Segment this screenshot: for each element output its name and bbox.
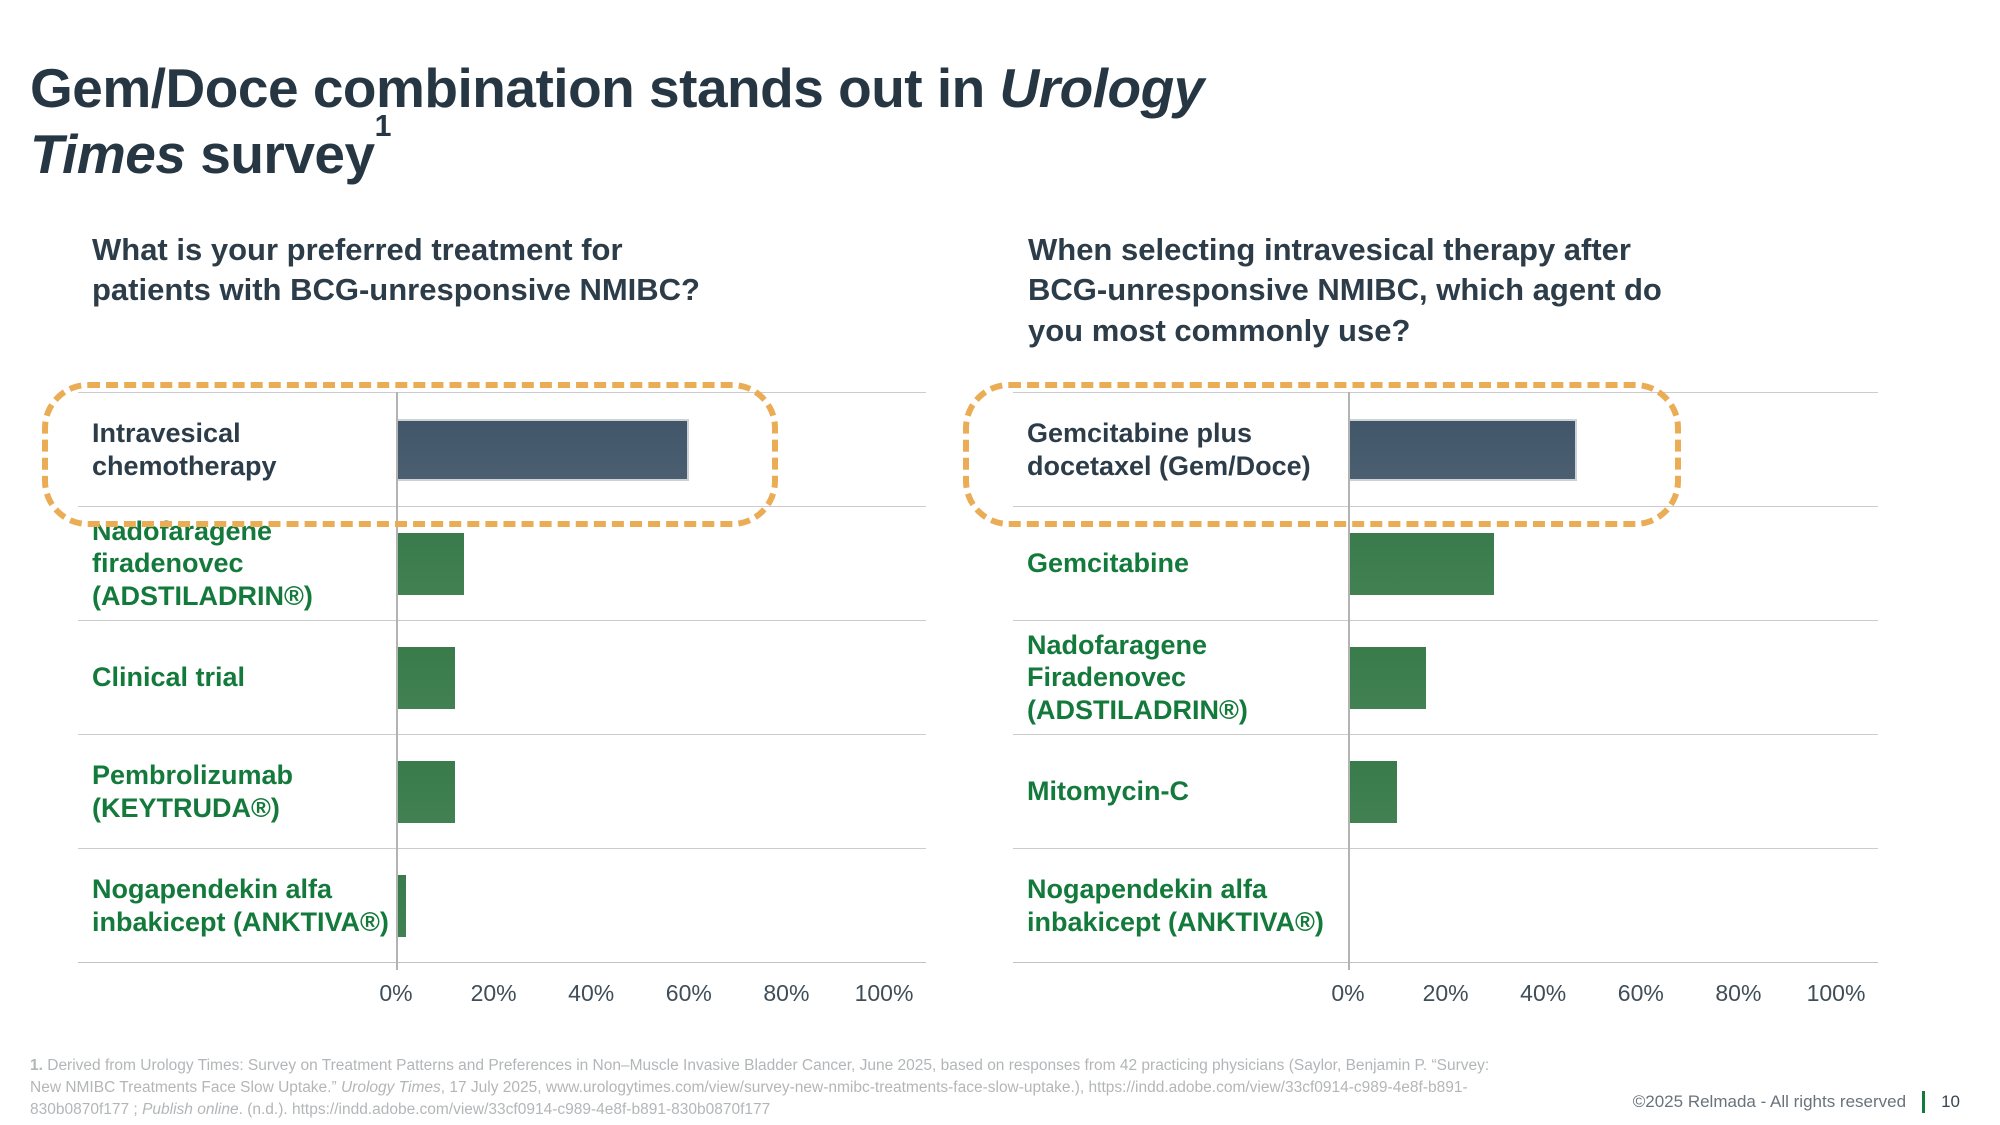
bar-track	[1348, 849, 1878, 962]
bar	[1348, 760, 1397, 823]
bar	[396, 646, 455, 709]
bar	[1348, 646, 1427, 709]
bar-track	[396, 507, 926, 620]
category-label: Gemcitabine plus docetaxel (Gem/Doce)	[1027, 418, 1311, 481]
category-label: Mitomycin-C	[1027, 776, 1189, 807]
page-number: 10	[1941, 1092, 1960, 1111]
bar-track	[396, 393, 926, 506]
x-axis-ticks: 0% 20% 40% 60% 80% 100%	[379, 980, 1244, 1010]
axis-tick-label: 80%	[763, 980, 810, 1006]
axis-tick-label: 60%	[665, 980, 712, 1006]
category-label: Gemcitabine	[1027, 548, 1190, 579]
footnote-line3-pre: 830b0870f177 ;	[30, 1100, 143, 1118]
chart-row: Pembrolizumab (KEYTRUDA®)	[78, 734, 926, 848]
axis-tick-label: 60%	[1617, 980, 1664, 1006]
bar-track	[1348, 735, 1878, 848]
footer-divider	[1922, 1091, 1926, 1113]
left-chart-question: What is your preferred treatment for pat…	[92, 232, 700, 308]
chart-row: Gemcitabine	[1013, 506, 1878, 620]
axis-tick-label: 40%	[568, 980, 615, 1006]
slide-footer: ©2025 Relmada - All rights reserved 10	[1633, 1091, 1960, 1113]
bar-track	[1348, 507, 1878, 620]
left-chart-rows: Intravesical chemotherapy Nadofaragene f…	[78, 392, 926, 963]
axis-tick-label: 0%	[379, 980, 413, 1006]
bar	[1348, 418, 1578, 481]
x-axis-ticks: 0% 20% 40% 60% 80% 100%	[1331, 980, 2000, 1010]
left-chart: Intravesical chemotherapy Nadofaragene f…	[42, 382, 926, 1052]
footnote-line1: Derived from Urology Times: Survey on Tr…	[42, 1056, 1490, 1074]
chart-row: Nogapendekin alfa inbakicept (ANKTIVA®)	[1013, 848, 1878, 962]
title-italic-line1: Urology	[999, 56, 1205, 119]
axis-tick-label: 20%	[1422, 980, 1469, 1006]
footnote-line2-italic: Urology Times	[340, 1078, 441, 1096]
axis-tick-label: 40%	[1520, 980, 1567, 1006]
bar	[396, 418, 689, 481]
title-part1: Gem/Doce combination stands out in	[30, 56, 1000, 119]
chart-row: Nadofaragene Firadenovec (ADSTILADRIN®)	[1013, 620, 1878, 734]
right-chart-rows: Gemcitabine plus docetaxel (Gem/Doce) Ge…	[1013, 392, 1878, 963]
axis-tick-label: 20%	[470, 980, 517, 1006]
slide-title: Gem/Doce combination stands out in Urolo…	[30, 55, 1530, 187]
bar	[1348, 532, 1495, 595]
chart-row: Clinical trial	[78, 620, 926, 734]
category-label: Intravesical chemotherapy	[92, 418, 277, 481]
title-footnote-ref: 1	[374, 109, 392, 143]
bar-track	[396, 735, 926, 848]
category-label: Pembrolizumab (KEYTRUDA®)	[92, 760, 294, 823]
footnote-marker: 1.	[30, 1056, 43, 1074]
bar-track	[1348, 393, 1878, 506]
bar-track	[396, 849, 926, 962]
chart-row: Intravesical chemotherapy	[78, 392, 926, 506]
title-italic-line2: Times	[30, 122, 186, 185]
axis-tick-label: 0%	[1331, 980, 1365, 1006]
chart-row: Mitomycin-C	[1013, 734, 1878, 848]
footnote-line3-italic: Publish online	[142, 1100, 239, 1118]
right-chart: Gemcitabine plus docetaxel (Gem/Doce) Ge…	[963, 382, 1878, 1052]
title-part2: survey	[185, 122, 375, 185]
category-label: Nadofaragene firadenovec (ADSTILADRIN®)	[92, 515, 313, 611]
footnote-line2-post: , 17 July 2025, www.urologytimes.com/vie…	[440, 1078, 1468, 1096]
bar	[396, 760, 455, 823]
bar	[396, 874, 406, 937]
zero-axis-line	[396, 392, 398, 970]
axis-tick-label: 100%	[854, 980, 914, 1006]
zero-axis-line	[1348, 392, 1350, 970]
footnote-line2-pre: New NMIBC Treatments Face Slow Uptake.”	[30, 1078, 341, 1096]
right-chart-question: When selecting intravesical therapy afte…	[1028, 232, 1662, 348]
axis-tick-label: 100%	[1806, 980, 1866, 1006]
category-label: Clinical trial	[92, 662, 246, 693]
bar	[396, 532, 465, 595]
chart-row: Gemcitabine plus docetaxel (Gem/Doce)	[1013, 392, 1878, 506]
category-label: Nadofaragene Firadenovec (ADSTILADRIN®)	[1027, 629, 1248, 725]
footnote: 1. Derived from Urology Times: Survey on…	[30, 1055, 1970, 1121]
footnote-line3-post: . (n.d.). https://indd.adobe.com/view/33…	[238, 1100, 771, 1118]
bar-track	[396, 621, 926, 734]
axis-tick-label: 80%	[1715, 980, 1762, 1006]
chart-row: Nogapendekin alfa inbakicept (ANKTIVA®)	[78, 848, 926, 962]
bar-track	[1348, 621, 1878, 734]
copyright-text: ©2025 Relmada - All rights reserved	[1632, 1092, 1907, 1111]
category-label: Nogapendekin alfa inbakicept (ANKTIVA®)	[92, 874, 389, 937]
category-label: Nogapendekin alfa inbakicept (ANKTIVA®)	[1027, 874, 1324, 937]
chart-row: Nadofaragene firadenovec (ADSTILADRIN®)	[78, 506, 926, 620]
